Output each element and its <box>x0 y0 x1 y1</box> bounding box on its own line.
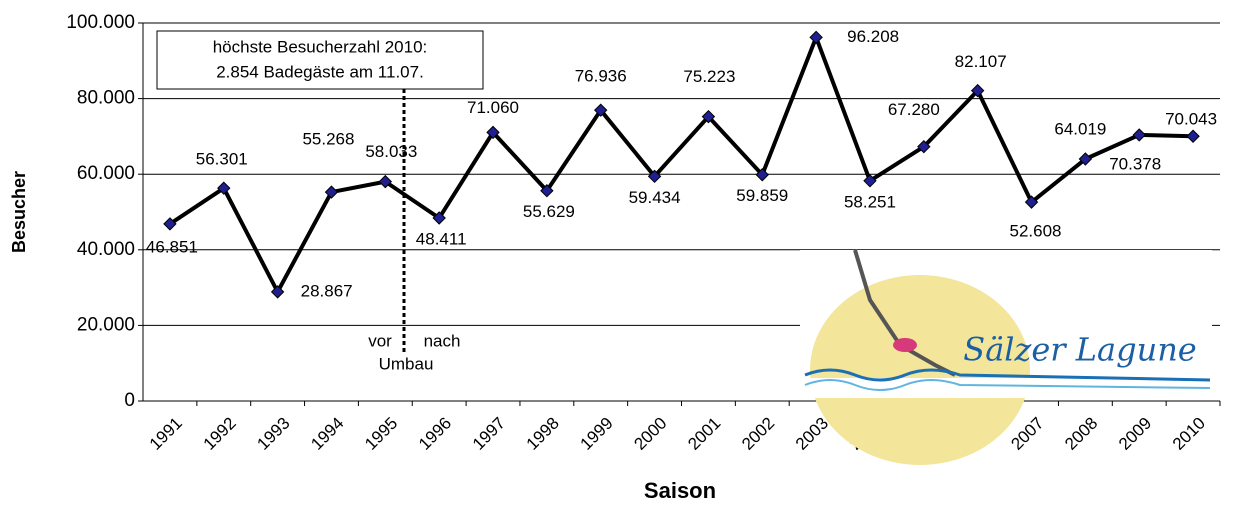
annotation-text: höchste Besucherzahl 2010: <box>213 37 428 56</box>
marker <box>755 168 769 182</box>
x-tick-label: 1993 <box>253 414 293 454</box>
marker <box>1132 128 1146 142</box>
data-label: 71.060 <box>467 98 519 117</box>
data-label: 58.251 <box>844 192 896 211</box>
annotation-text: nach <box>424 331 461 350</box>
data-label: 76.936 <box>575 67 627 86</box>
y-tick-label: 60.000 <box>77 163 135 184</box>
data-label: 52.608 <box>1010 222 1062 241</box>
y-tick-label: 0 <box>124 390 135 411</box>
data-label: 82.107 <box>955 52 1007 71</box>
y-tick-label: 80.000 <box>77 88 135 109</box>
data-label: 46.851 <box>146 237 198 256</box>
marker <box>594 103 608 117</box>
marker <box>917 139 931 154</box>
marker <box>809 30 823 45</box>
x-tick-label: 2000 <box>630 414 670 454</box>
x-axis-title: Saison <box>644 478 716 503</box>
x-tick-label: 1995 <box>361 414 401 454</box>
logo-mask <box>800 378 1212 398</box>
logo: Sälzer Lagune <box>800 249 1212 465</box>
marker <box>540 184 554 198</box>
marker <box>701 109 716 124</box>
data-label: 70.043 <box>1165 110 1217 129</box>
data-label: 28.867 <box>301 281 353 300</box>
x-tick-label: 2001 <box>684 414 724 454</box>
marker <box>163 217 177 231</box>
marker <box>647 169 662 184</box>
x-tick-label: 1992 <box>200 414 240 454</box>
marker <box>486 125 500 140</box>
y-axis-title: Besucher <box>9 171 29 253</box>
marker <box>217 181 231 195</box>
x-tick-label: 1994 <box>307 414 347 454</box>
logo-wave <box>804 379 1211 391</box>
annotation-text: 2.854 Badegäste am 11.07. <box>216 62 424 81</box>
annotation-text: Umbau <box>379 354 434 373</box>
data-label: 55.629 <box>523 202 575 221</box>
marker <box>1186 129 1200 143</box>
data-label: 96.208 <box>847 27 899 46</box>
x-tick-label: 2002 <box>738 414 778 454</box>
data-label: 58.033 <box>365 142 417 161</box>
x-tick-label: 1998 <box>523 414 563 454</box>
annotation-box <box>156 30 484 90</box>
logo-text: Sälzer Lagune <box>963 331 1196 369</box>
data-label: 70.378 <box>1109 154 1161 173</box>
marker <box>324 185 339 199</box>
annotation-text: vor <box>368 331 392 350</box>
marker <box>432 211 446 225</box>
y-tick-label: 40.000 <box>77 239 135 260</box>
x-tick-label: 2009 <box>1115 414 1155 454</box>
marker <box>863 174 877 188</box>
x-tick-label: 2003 <box>792 414 832 454</box>
x-tick-label: 1997 <box>469 414 509 454</box>
x-tick-label: 1996 <box>415 414 455 454</box>
logo-suit <box>893 338 917 352</box>
data-label: 64.019 <box>1054 119 1106 138</box>
data-label: 59.434 <box>629 188 681 207</box>
marker <box>1024 195 1039 209</box>
marker <box>970 83 985 98</box>
x-tick-label: 2008 <box>1061 414 1101 454</box>
data-label: 56.301 <box>196 150 248 169</box>
marker <box>270 285 285 299</box>
y-tick-label: 20.000 <box>77 314 135 335</box>
x-tick-label: 1991 <box>146 414 186 454</box>
x-tick-label: 2010 <box>1169 414 1209 454</box>
data-label: 75.223 <box>683 67 735 86</box>
data-label: 59.859 <box>736 186 788 205</box>
logo-wave <box>804 368 1211 382</box>
data-label: 55.268 <box>302 130 354 149</box>
data-label: 67.280 <box>888 100 940 119</box>
marker <box>378 174 393 189</box>
series-line <box>168 35 1194 294</box>
x-tick-label: 1999 <box>577 414 617 454</box>
data-label: 48.411 <box>416 229 467 248</box>
marker <box>1078 152 1093 166</box>
y-tick-label: 100.000 <box>66 12 135 33</box>
